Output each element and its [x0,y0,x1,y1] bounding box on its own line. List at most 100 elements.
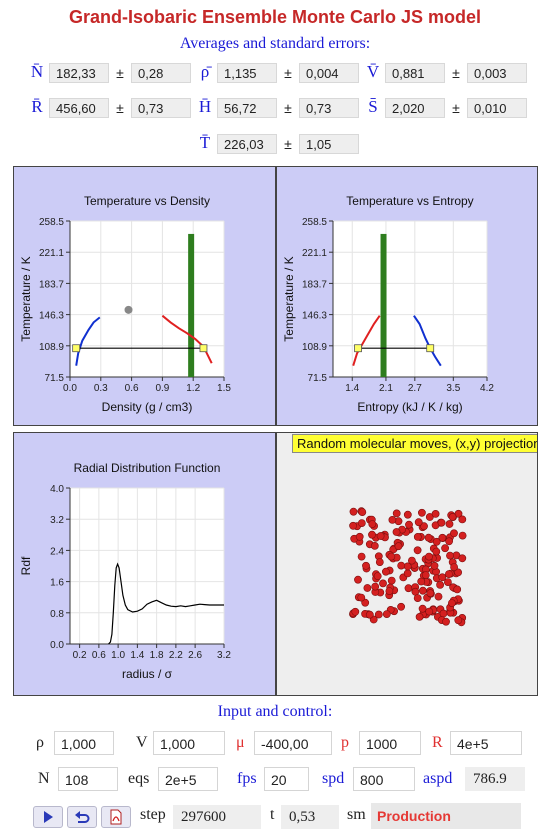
pdf-button[interactable] [101,806,131,828]
molecule-projection [349,507,467,627]
y-axis-label: Rdf [19,556,33,575]
y-tick-label: 3.2 [50,515,64,526]
x-tick-label: 3.2 [217,650,231,661]
coexistence-bar [188,233,195,377]
avg-value: 2,020 [385,98,445,118]
y-tick-label: 258.5 [39,217,64,228]
molecule [413,546,422,555]
plus-minus: ± [284,65,292,81]
page-title: Grand-Isobaric Ensemble Monte Carlo JS m… [68,7,482,27]
molecule [450,529,458,538]
step-value: 297600 [173,805,261,829]
chart-title: Temperature vs Entropy [346,194,473,208]
control-input[interactable]: 20 [264,767,309,791]
control-input[interactable]: 800 [353,767,415,791]
x-tick-label: 0.9 [155,383,169,394]
temp-density-panel: Temperature vs Density 71.5 108.9 146.3 183.… [13,166,276,426]
y-tick-label: 71.5 [45,373,65,384]
x-tick-label: 1.5 [217,383,231,394]
y-tick-label: 71.5 [308,373,328,384]
y-tick-label: 221.1 [302,248,327,259]
molecule [357,593,366,602]
molecule [432,537,441,546]
molecule [407,556,416,565]
x-tick-label: 4.2 [480,383,494,394]
aspd-display: 786.9 [465,767,525,791]
coexistence-marker [199,344,208,353]
molecule [403,569,412,578]
avg-value: 56,72 [217,98,277,118]
t-value: 0,53 [281,805,339,829]
molecule [382,610,391,618]
molecule [430,561,439,570]
molecule [392,509,401,518]
avg-error: 0,010 [467,98,527,118]
avg-error: 1,05 [299,134,359,154]
molecule [355,532,364,541]
averages-subtitle: Averages and standard errors: [179,35,371,52]
avg-value: 456,60 [49,98,109,118]
control-label: ρ [36,734,44,751]
undo-icon [75,811,90,823]
x-tick-label: 3.5 [446,383,460,394]
avg-value: 0,881 [385,63,445,83]
play-button[interactable] [33,806,63,828]
y-tick-label: 183.7 [302,279,327,290]
avg-error: 0,004 [299,63,359,83]
molecule [375,558,384,567]
x-tick-label: 0.6 [92,650,106,661]
play-icon [44,811,53,823]
avg-error: 0,73 [131,98,191,118]
molecule [368,520,377,528]
x-axis-label: Entropy (kJ / K / kg) [357,400,462,414]
control-input[interactable]: -400,00 [254,731,332,755]
control-input[interactable]: 108 [58,767,118,791]
x-tick-label: 1.4 [345,383,359,394]
reset-button[interactable] [67,806,97,828]
control-input[interactable]: 4e+5 [450,731,522,755]
x-tick-label: 1.4 [130,650,144,661]
molecule [368,530,376,539]
molecule [420,522,428,531]
molecule [443,578,452,586]
molecule [417,508,426,517]
coexistence-marker [426,344,435,353]
avg-error: 0,73 [299,98,359,118]
molecule [354,575,362,584]
avg-value: 182,33 [49,63,109,83]
mode-selector[interactable]: Production [371,803,521,829]
control-label: V [136,734,148,751]
molecule [413,594,422,602]
molecule [394,542,403,551]
chart-title: Radial Distribution Function [74,461,221,475]
molecule [374,610,383,619]
molecule [404,584,413,593]
x-tick-label: 0.3 [94,383,108,394]
molecule [365,610,374,619]
y-axis-label: Temperature / K [19,256,33,341]
molecule [425,607,434,616]
x-tick-label: 1.8 [150,650,164,661]
molecule [445,520,454,528]
plus-minus: ± [452,100,460,116]
y-tick-label: 146.3 [302,311,327,322]
molecule [442,617,450,626]
control-input[interactable]: 2e+5 [158,767,218,791]
molecule [434,592,443,601]
avg-symbol: T̄ [199,133,211,152]
molecule [425,552,433,561]
y-tick-label: 183.7 [39,279,64,290]
molecule [431,510,440,518]
control-label: spd [322,770,345,787]
molecule [447,599,456,607]
control-input[interactable]: 1,000 [54,731,114,755]
y-tick-label: 0.8 [50,609,64,620]
control-input[interactable]: 1000 [359,731,421,755]
molecule [382,567,390,576]
molecule [453,585,462,594]
control-label: aspd [423,770,453,787]
coexistence-marker [72,344,81,353]
rdf-chart: Radial Distribution Function 0.0 0.8 1.6 2.4… [19,461,231,681]
control-input[interactable]: 1,000 [153,731,225,755]
step-label: step [140,806,166,823]
